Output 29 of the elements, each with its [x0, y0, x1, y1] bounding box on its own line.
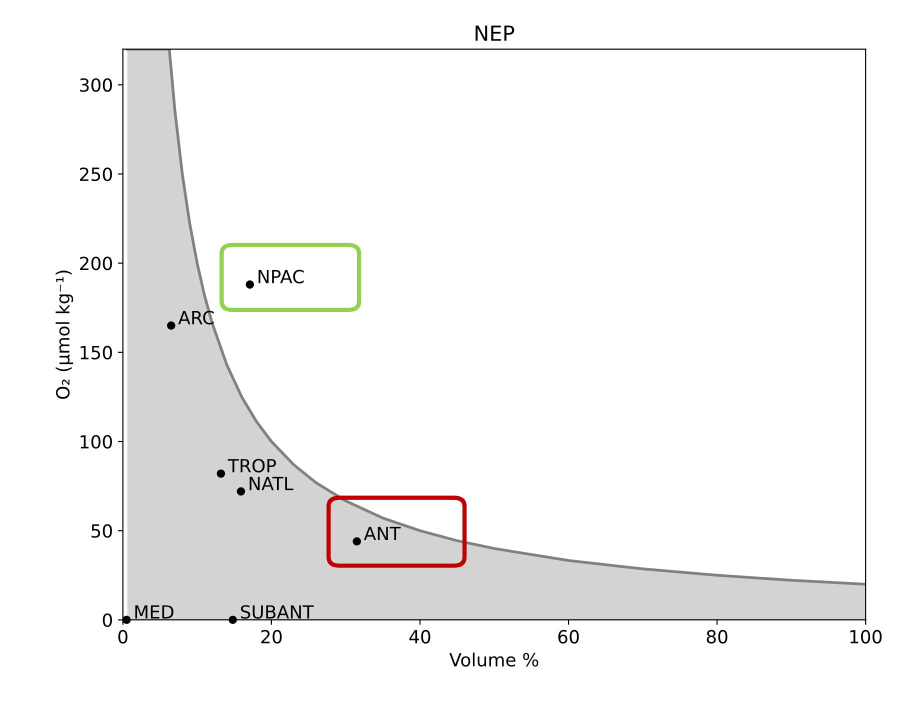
point — [246, 280, 254, 289]
x-tick-label: 80 — [706, 630, 728, 644]
y-tick-label: 0 — [102, 613, 112, 627]
x-tick-label: 20 — [261, 630, 282, 644]
y-tick-label: 250 — [80, 167, 112, 182]
point — [352, 537, 362, 546]
annotation: ARC — [178, 310, 214, 324]
x-tick-label: 100 — [850, 630, 882, 644]
point — [228, 616, 237, 624]
annotation: TROP — [228, 458, 276, 472]
y-tick-label: 150 — [80, 346, 112, 360]
y-tick-label: 100 — [80, 434, 112, 449]
y-tick-label: 200 — [80, 256, 112, 270]
x-tick-label: 0 — [118, 630, 128, 644]
annotation: MED — [135, 605, 174, 618]
x-tick-label: 40 — [409, 630, 430, 644]
annotation: SUBANT — [240, 605, 314, 619]
x-axis-title: Volume % — [449, 652, 538, 667]
annotation: NATL — [250, 476, 294, 490]
point — [167, 321, 176, 330]
point — [236, 487, 246, 496]
x-tick-label: 60 — [558, 630, 579, 644]
point — [216, 469, 226, 478]
annotation: NPAC — [258, 270, 304, 284]
annotation: ANT — [364, 526, 401, 540]
y-tick-label: 300 — [80, 78, 112, 92]
y-tick-label: 50 — [92, 524, 112, 538]
y-axis-title: O₂ (µmol kg⁻¹) — [56, 270, 74, 399]
chart-title: NEP — [476, 26, 514, 41]
